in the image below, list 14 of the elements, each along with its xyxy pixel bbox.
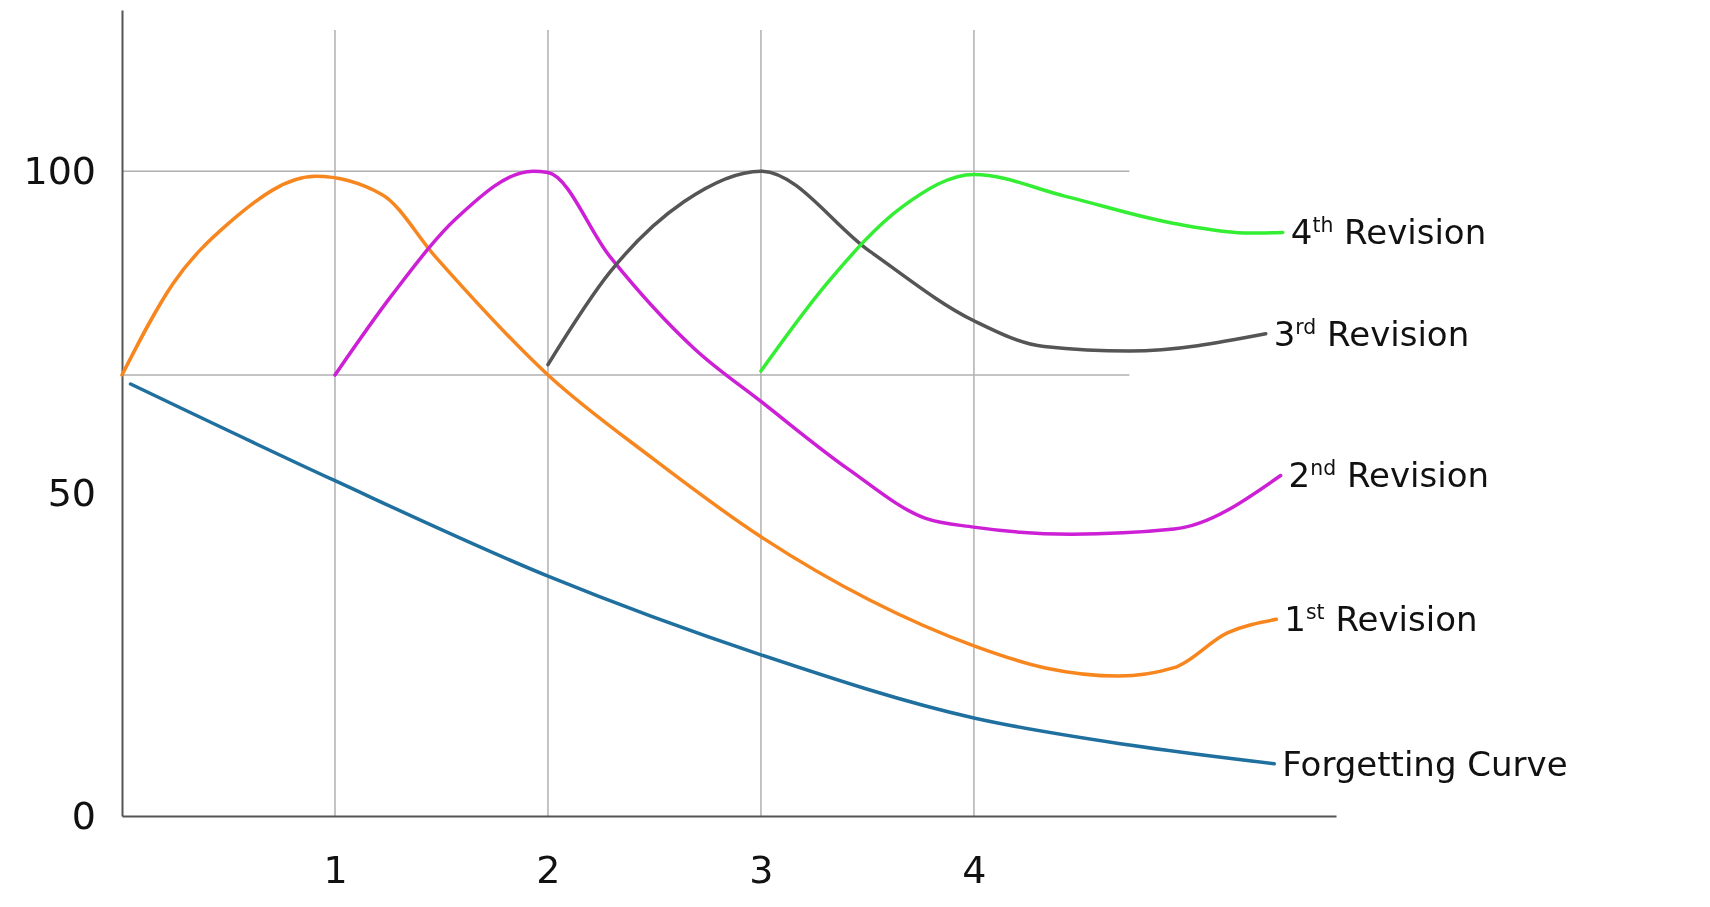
series-label: Forgetting Curve (1282, 743, 1568, 784)
x-tick-label: 1 (323, 847, 348, 892)
series-label: 3$^{rd}$ Revision (1273, 313, 1470, 354)
series-label: 4$^{th}$ Revision (1290, 212, 1487, 253)
y-tick-label: 0 (71, 793, 96, 838)
series-label: 1$^{st}$ Revision (1284, 599, 1478, 640)
x-tick-label: 2 (536, 847, 561, 892)
line-series (128, 382, 1276, 766)
y-tick-label: 50 (47, 471, 96, 516)
x-tick-label: 3 (749, 847, 774, 892)
line-series (546, 169, 1268, 367)
x-tick-label: 4 (962, 847, 987, 892)
y-tick-label: 100 (23, 148, 96, 193)
series-label: 2$^{nd}$ Revision (1288, 455, 1490, 496)
